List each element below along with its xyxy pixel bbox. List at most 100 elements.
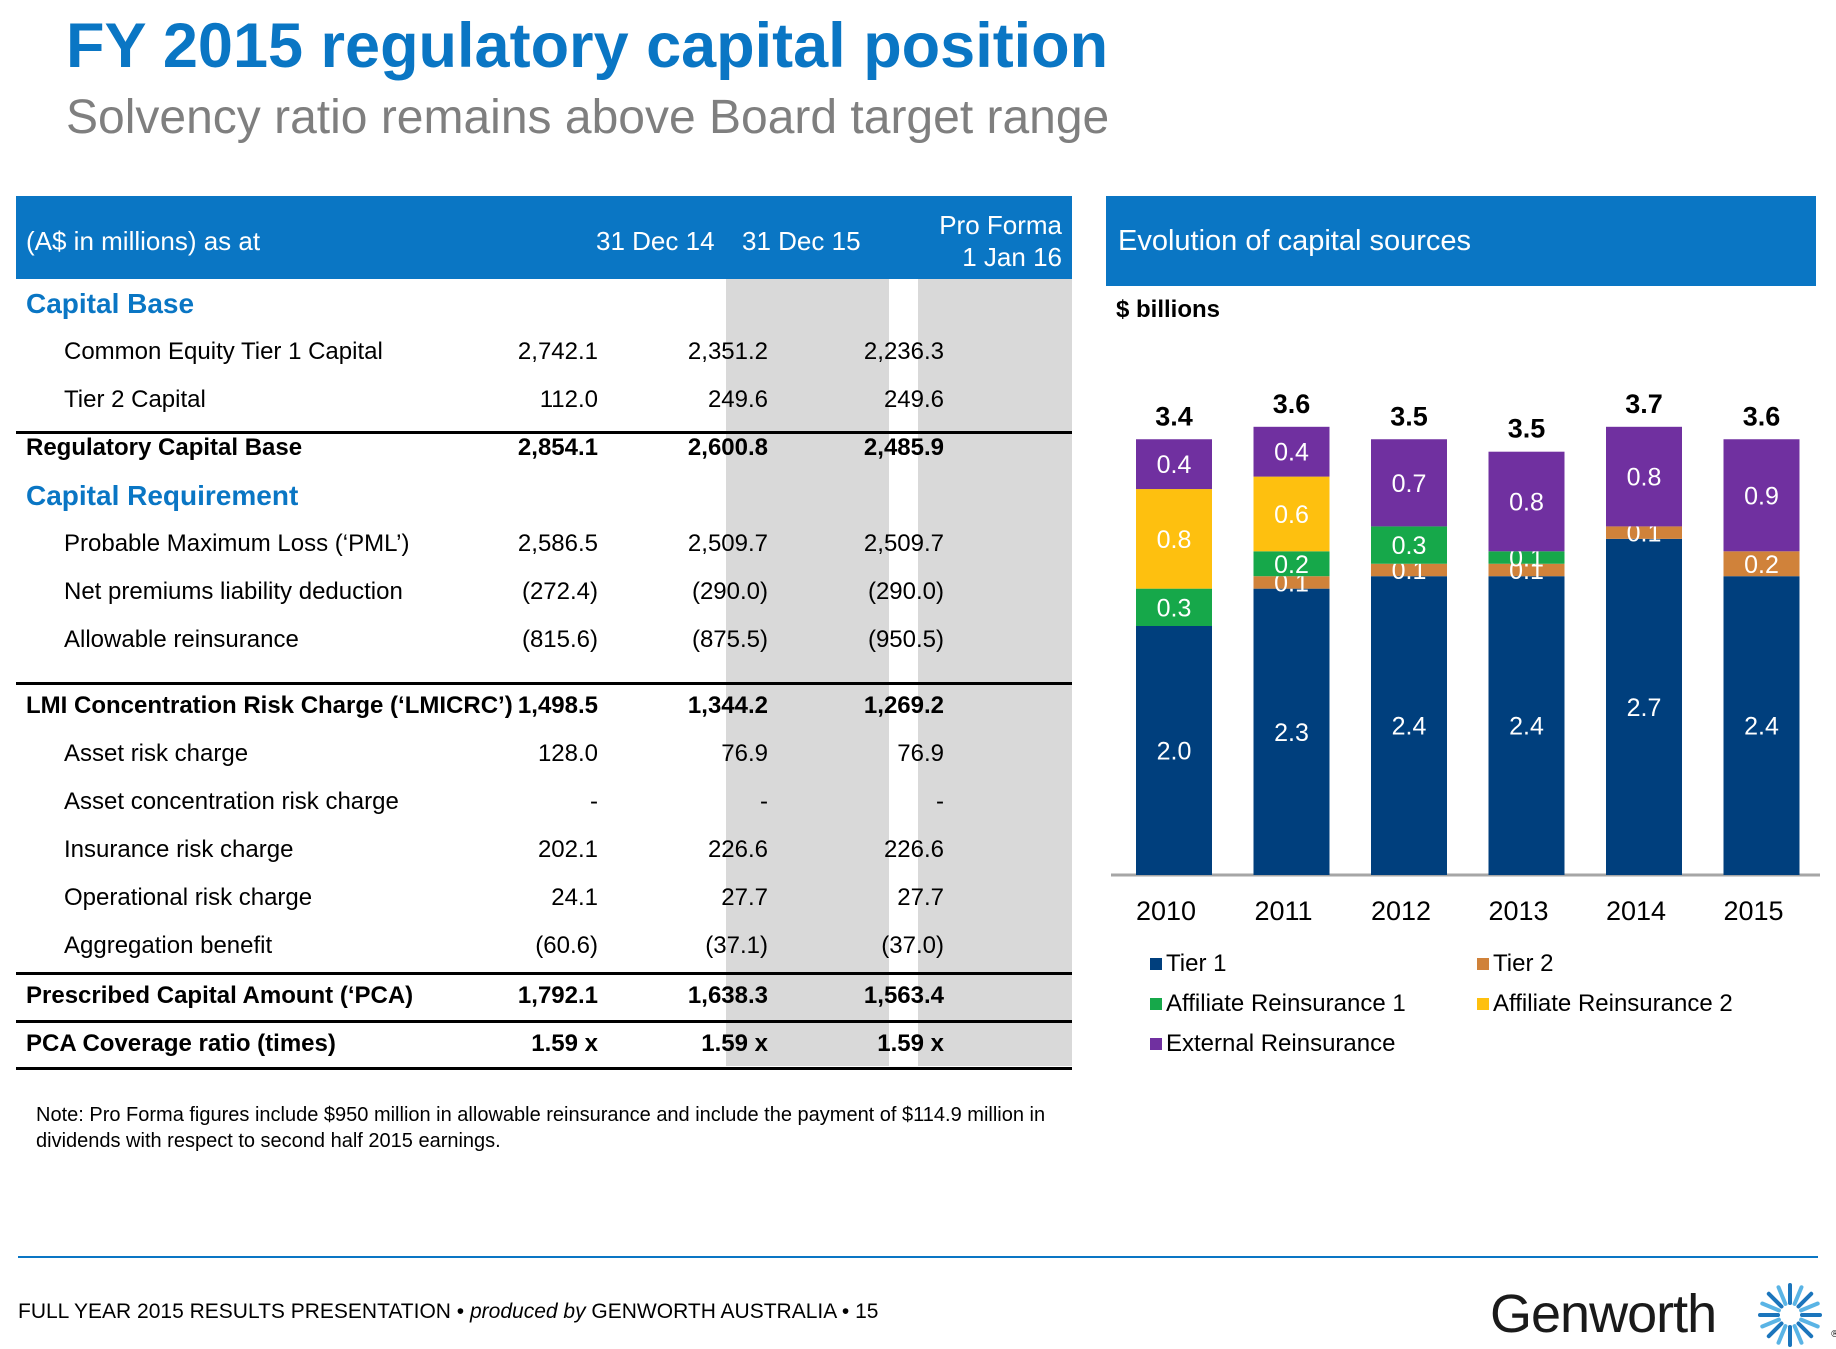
legend-item: Tier 1 <box>1150 950 1226 978</box>
cell-col3: 27.7 <box>897 884 944 911</box>
cell-col1: 2,854.1 <box>517 434 598 461</box>
registered-mark: ® <box>1830 1329 1836 1340</box>
row-label: Tier 2 Capital <box>64 386 206 413</box>
cell-col3: 226.6 <box>883 836 944 863</box>
legend-item: Tier 2 <box>1477 950 1553 978</box>
legend-label: Affiliate Reinsurance 1 <box>1166 990 1406 1017</box>
rule <box>16 431 1072 434</box>
data-label: 0.3 <box>1157 594 1192 622</box>
x-tick-label: 2011 <box>1254 896 1312 926</box>
table-row: Allowable reinsurance (815.6) (875.5) (950.… <box>16 616 1072 664</box>
logo-text: Genworth <box>1490 1284 1717 1344</box>
bar-segment <box>1136 626 1212 875</box>
bar-segment <box>1606 526 1682 539</box>
bar-segment <box>1371 563 1447 577</box>
data-label: 0.8 <box>1157 526 1192 554</box>
data-label: 0.7 <box>1392 470 1427 498</box>
cell-col1: 24.1 <box>551 884 598 911</box>
cell-col3: 1.59 x <box>877 1030 944 1057</box>
data-label: 0.3 <box>1392 532 1427 560</box>
row-label: Operational risk charge <box>64 884 313 911</box>
cell-col2: 226.6 <box>707 836 768 863</box>
sunburst-ray <box>1776 1285 1788 1306</box>
sunburst-ray <box>1792 1285 1804 1306</box>
table-row: Tier 2 Capital 112.0 249.6 249.6 <box>16 376 1072 424</box>
footer-text: FULL YEAR 2015 RESULTS PRESENTATION • pr… <box>18 1300 878 1324</box>
cell-col1: 2,586.5 <box>517 530 598 557</box>
row-label: Insurance risk charge <box>64 836 294 863</box>
cell-col3: (950.5) <box>867 626 944 653</box>
table-row: LMI Concentration Risk Charge (‘LMICRC’)… <box>16 682 1072 730</box>
table-row: Net premiums liability deduction (272.4) (… <box>16 568 1072 616</box>
header-col2: 31 Dec 15 <box>742 226 861 256</box>
cell-col2: 27.7 <box>721 884 768 911</box>
data-label: 0.6 <box>1274 501 1309 529</box>
total-label: 3.4 <box>1155 401 1193 431</box>
table-row: Asset concentration risk charge - - - <box>16 778 1072 826</box>
row-label: Asset risk charge <box>64 740 249 767</box>
col3-shade <box>918 279 1072 1066</box>
cell-col2: - <box>760 788 768 815</box>
data-label: 0.8 <box>1509 489 1544 517</box>
cell-col3: (37.0) <box>881 932 944 959</box>
cell-col3: 76.9 <box>897 740 944 767</box>
data-label: 2.3 <box>1274 719 1309 747</box>
cell-col3: 1,563.4 <box>863 982 944 1009</box>
cell-col1: 1.59 x <box>531 1030 598 1057</box>
sunburst-ray <box>1776 1324 1788 1345</box>
row-label: Allowable reinsurance <box>64 626 299 653</box>
data-label: 2.7 <box>1627 694 1662 722</box>
cell-col2: 1.59 x <box>701 1030 768 1057</box>
cell-col3: 1,269.2 <box>863 692 944 719</box>
page-subtitle: Solvency ratio remains above Board targe… <box>66 91 1110 144</box>
bar-segment <box>1253 426 1330 477</box>
total-label: 3.5 <box>1508 414 1546 444</box>
row-label: Net premiums liability deduction <box>64 578 403 605</box>
cell-col2: 1,638.3 <box>687 982 768 1009</box>
row-label: Prescribed Capital Amount (‘PCA) <box>26 982 414 1009</box>
bar-segment <box>1253 551 1330 577</box>
cell-col1: (815.6) <box>521 626 598 653</box>
header-col3-line1: Pro Forma <box>939 210 1062 240</box>
data-label: 2.0 <box>1157 738 1192 766</box>
footnote: Note: Pro Forma figures include $950 mil… <box>36 1104 1046 1152</box>
legend-swatch <box>1150 1038 1162 1050</box>
genworth-logo: Genworth ® <box>1490 1283 1836 1349</box>
bar-segment <box>1488 563 1565 577</box>
table-header: (A$ in millions) as at 31 Dec 14 31 Dec … <box>16 196 1072 279</box>
cell-col1: (272.4) <box>521 578 598 605</box>
cell-col2: 1,344.2 <box>687 692 768 719</box>
bar-segment <box>1488 576 1565 875</box>
x-tick-label: 2015 <box>1723 896 1783 926</box>
total-label: 3.7 <box>1625 389 1663 419</box>
col2-shade <box>726 279 889 1066</box>
x-tick-label: 2012 <box>1371 896 1431 926</box>
bar-segment <box>1136 439 1212 490</box>
header-col3-line2: 1 Jan 16 <box>962 242 1062 272</box>
rule <box>16 682 1072 685</box>
bar-segment <box>1371 576 1447 875</box>
sunburst-ray <box>1766 1291 1784 1309</box>
cell-col2: 76.9 <box>721 740 768 767</box>
legend-swatch <box>1150 958 1162 970</box>
bar-segment <box>1488 451 1565 552</box>
bar-segment <box>1723 576 1800 875</box>
section-heading: Capital Requirement <box>26 480 299 511</box>
chart-header: Evolution of capital sources <box>1106 196 1816 286</box>
data-label: 2.4 <box>1744 713 1779 741</box>
footer-left: FULL YEAR 2015 RESULTS PRESENTATION • <box>18 1300 470 1323</box>
table-row: Common Equity Tier 1 Capital 2,742.1 2,351… <box>16 328 1072 376</box>
sunburst-ray <box>1796 1291 1814 1309</box>
table-row: Asset risk charge 128.0 76.9 76.9 <box>16 730 1072 778</box>
data-label: 2.4 <box>1509 713 1544 741</box>
footer-right: GENWORTH AUSTRALIA • 15 <box>585 1300 879 1323</box>
page-title: FY 2015 regulatory capital position <box>66 11 1109 81</box>
bar-segment <box>1723 439 1800 552</box>
row-label: PCA Coverage ratio (times) <box>26 1030 336 1057</box>
cell-col1: 202.1 <box>537 836 598 863</box>
legend-label: Tier 2 <box>1493 950 1554 977</box>
data-label: 0.9 <box>1744 482 1779 510</box>
total-label: 3.6 <box>1273 389 1311 419</box>
cell-col3: 2,509.7 <box>863 530 944 557</box>
cell-col2: 249.6 <box>707 386 768 413</box>
